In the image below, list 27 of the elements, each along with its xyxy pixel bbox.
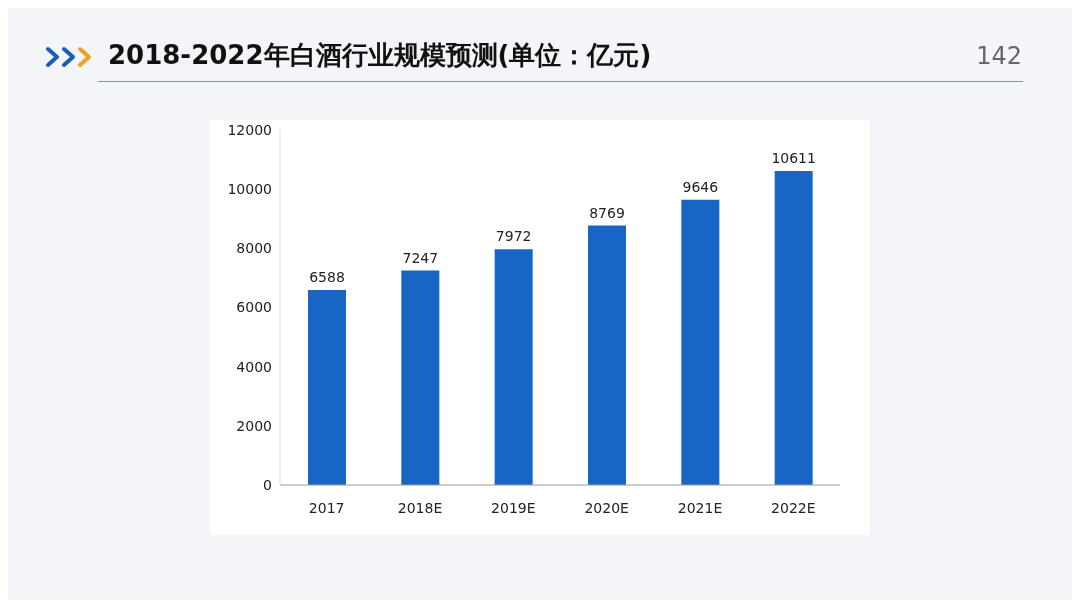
x-tick-label: 2020E (584, 499, 629, 516)
text: 142 (976, 42, 1022, 70)
x-tick-label: 2019E (491, 499, 536, 516)
y-tick-label: 4000 (236, 358, 272, 375)
y-tick-label: 12000 (227, 121, 272, 138)
x-tick-label: 2017 (308, 499, 345, 516)
data-label: 7247 (402, 249, 439, 266)
data-label: 8769 (589, 204, 625, 221)
chart-title: 2018-2022年白酒行业规模预测(单位：亿元) (108, 39, 652, 72)
bar (401, 270, 440, 485)
y-tick-label: 2000 (236, 417, 272, 434)
bar (588, 225, 626, 485)
x-tick-label: 2021E (677, 499, 723, 516)
x-tick-label: 2022E (771, 499, 816, 516)
data-label: 9646 (682, 178, 719, 195)
data-label: 6588 (309, 269, 345, 286)
bar (774, 171, 813, 485)
bar (494, 249, 533, 485)
data-label: 7972 (495, 228, 532, 245)
y-tick-label: 8000 (236, 240, 272, 257)
bar (681, 199, 720, 485)
y-tick-label: 6000 (236, 299, 272, 316)
y-tick-label: 0 (263, 476, 272, 493)
data-label: 10611 (771, 150, 816, 167)
y-tick-label: 10000 (227, 181, 272, 198)
x-tick-label: 2018E (397, 499, 443, 516)
bar (308, 290, 346, 485)
